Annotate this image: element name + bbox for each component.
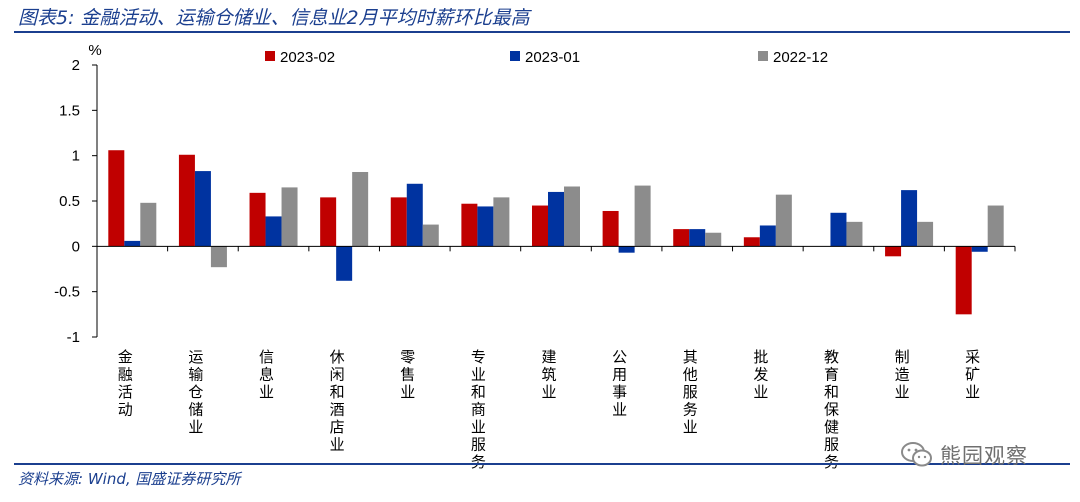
bar-2023-01 bbox=[406, 183, 423, 247]
legend-swatch-2023-01 bbox=[510, 51, 520, 61]
y-tick-label: 1 bbox=[72, 148, 80, 165]
category-label: 制造业 bbox=[895, 348, 910, 401]
category-label: 采矿业 bbox=[965, 348, 980, 401]
title-divider bbox=[14, 31, 1070, 33]
bar-2022-12 bbox=[705, 232, 722, 247]
y-tick-label: -0.5 bbox=[54, 284, 80, 301]
bar-2022-12 bbox=[846, 221, 863, 247]
y-tick-label: 0.5 bbox=[59, 193, 80, 210]
bar-2023-02 bbox=[461, 203, 478, 247]
figure-title: 图表5: 金融活动、运输仓储业、信息业2月平均时薪环比最高 bbox=[18, 7, 530, 29]
category-label: 公用事业 bbox=[612, 348, 627, 419]
legend-label: 2023-02 bbox=[280, 49, 335, 66]
category-labels: 金融活动 运输仓储业 信息业 休闲和酒店业 零售业 专业和商业服务 建筑业 公用事业 其他服务业… bbox=[118, 348, 980, 471]
bar-2023-01 bbox=[124, 240, 141, 247]
category-label: 运输仓储业 bbox=[188, 348, 203, 436]
y-axis: 2 1.5 1 0.5 0 -0.5 -1 bbox=[54, 57, 98, 346]
bar-2022-12 bbox=[493, 197, 510, 247]
bar-2023-02 bbox=[320, 197, 337, 247]
category-label: 休闲和酒店业 bbox=[330, 348, 345, 454]
bar-2022-12 bbox=[564, 186, 580, 247]
bar-2023-02 bbox=[885, 246, 902, 257]
bar-2022-12 bbox=[422, 224, 439, 247]
bar-2023-01 bbox=[830, 212, 847, 247]
bar-2023-02 bbox=[178, 154, 195, 247]
y-axis-unit-label: % bbox=[88, 42, 101, 59]
wechat-icon bbox=[901, 442, 932, 467]
bar-2023-01 bbox=[265, 216, 282, 247]
legend: 2023-02 2023-01 2022-12 bbox=[265, 49, 828, 66]
legend-swatch-2023-02 bbox=[265, 51, 275, 61]
y-tick-label: 1.5 bbox=[59, 102, 80, 119]
x-axis bbox=[96, 245, 1016, 252]
bar-2023-02 bbox=[673, 229, 690, 247]
category-label: 建筑业 bbox=[541, 348, 556, 401]
legend-label: 2022-12 bbox=[773, 49, 828, 66]
category-label: 金融活动 bbox=[118, 348, 133, 419]
footer-divider bbox=[14, 463, 1070, 465]
y-tick-label: 0 bbox=[72, 238, 80, 255]
bar-2023-01 bbox=[336, 246, 353, 281]
bar-2022-12 bbox=[352, 171, 369, 247]
y-tick-label: -1 bbox=[67, 329, 80, 346]
bar-2022-12 bbox=[987, 205, 1004, 247]
bar-2023-02 bbox=[602, 210, 619, 247]
bar-2023-01 bbox=[618, 246, 635, 253]
bar-2022-12 bbox=[634, 185, 651, 247]
bar-2023-01 bbox=[901, 190, 918, 247]
y-tick-label: 2 bbox=[72, 57, 80, 74]
bar-2023-02 bbox=[955, 246, 972, 315]
legend-label: 2023-01 bbox=[525, 49, 580, 66]
bars bbox=[108, 150, 1004, 315]
category-label: 专业和商业服务 bbox=[471, 348, 486, 471]
bar-2022-12 bbox=[775, 194, 792, 247]
bar-2022-12 bbox=[210, 246, 227, 268]
bar-2022-12 bbox=[140, 202, 157, 247]
watermark: 熊园观察 bbox=[900, 438, 1028, 472]
bar-2023-01 bbox=[971, 246, 988, 252]
source-note: 资料来源: Wind, 国盛证券研究所 bbox=[18, 470, 241, 488]
bar-2023-02 bbox=[743, 237, 760, 247]
bar-2022-12 bbox=[281, 187, 298, 247]
category-label: 批发业 bbox=[753, 348, 768, 401]
category-label: 零售业 bbox=[400, 348, 415, 401]
bar-2023-01 bbox=[548, 191, 564, 247]
bar-2023-02 bbox=[532, 205, 548, 247]
bar-2023-02 bbox=[390, 197, 407, 247]
category-label: 其他服务业 bbox=[683, 348, 698, 436]
legend-swatch-2022-12 bbox=[758, 51, 768, 61]
watermark-text: 熊园观察 bbox=[940, 444, 1028, 468]
bar-2022-12 bbox=[917, 221, 934, 247]
bar-2023-01 bbox=[759, 225, 776, 247]
bar-2023-01 bbox=[689, 229, 706, 247]
bar-2023-01 bbox=[477, 206, 494, 247]
bar-2023-02 bbox=[249, 192, 266, 247]
bar-2023-01 bbox=[194, 171, 211, 247]
category-label: 教育和保健服务 bbox=[824, 348, 839, 471]
bar-2023-02 bbox=[108, 150, 125, 247]
category-label: 信息业 bbox=[259, 348, 274, 401]
